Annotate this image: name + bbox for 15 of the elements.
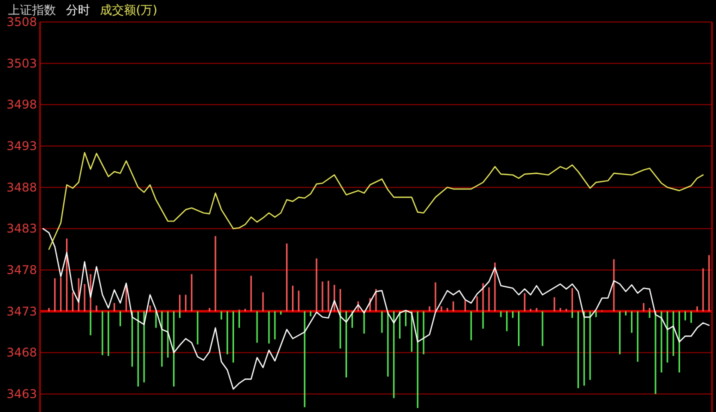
y-tick-label: 3473 — [6, 304, 37, 318]
line-series — [42, 228, 710, 390]
y-tick-label: 3488 — [6, 180, 37, 194]
y-tick-label: 3493 — [6, 138, 37, 153]
y-tick-label: 3483 — [6, 222, 37, 236]
chart-subtitle: 分时 — [66, 3, 90, 17]
y-tick-label: 3508 — [6, 15, 37, 29]
y-tick-label: 3503 — [6, 56, 37, 70]
y-tick-label: 3478 — [6, 262, 37, 277]
text: 成交额(万) — [100, 3, 158, 17]
y-tick-label: 3468 — [6, 346, 37, 360]
chart-title: 上证指数 — [8, 3, 56, 17]
y-tick-label: 3498 — [6, 98, 37, 112]
y-tick-label: 3463 — [6, 386, 37, 401]
line-series — [48, 152, 704, 250]
